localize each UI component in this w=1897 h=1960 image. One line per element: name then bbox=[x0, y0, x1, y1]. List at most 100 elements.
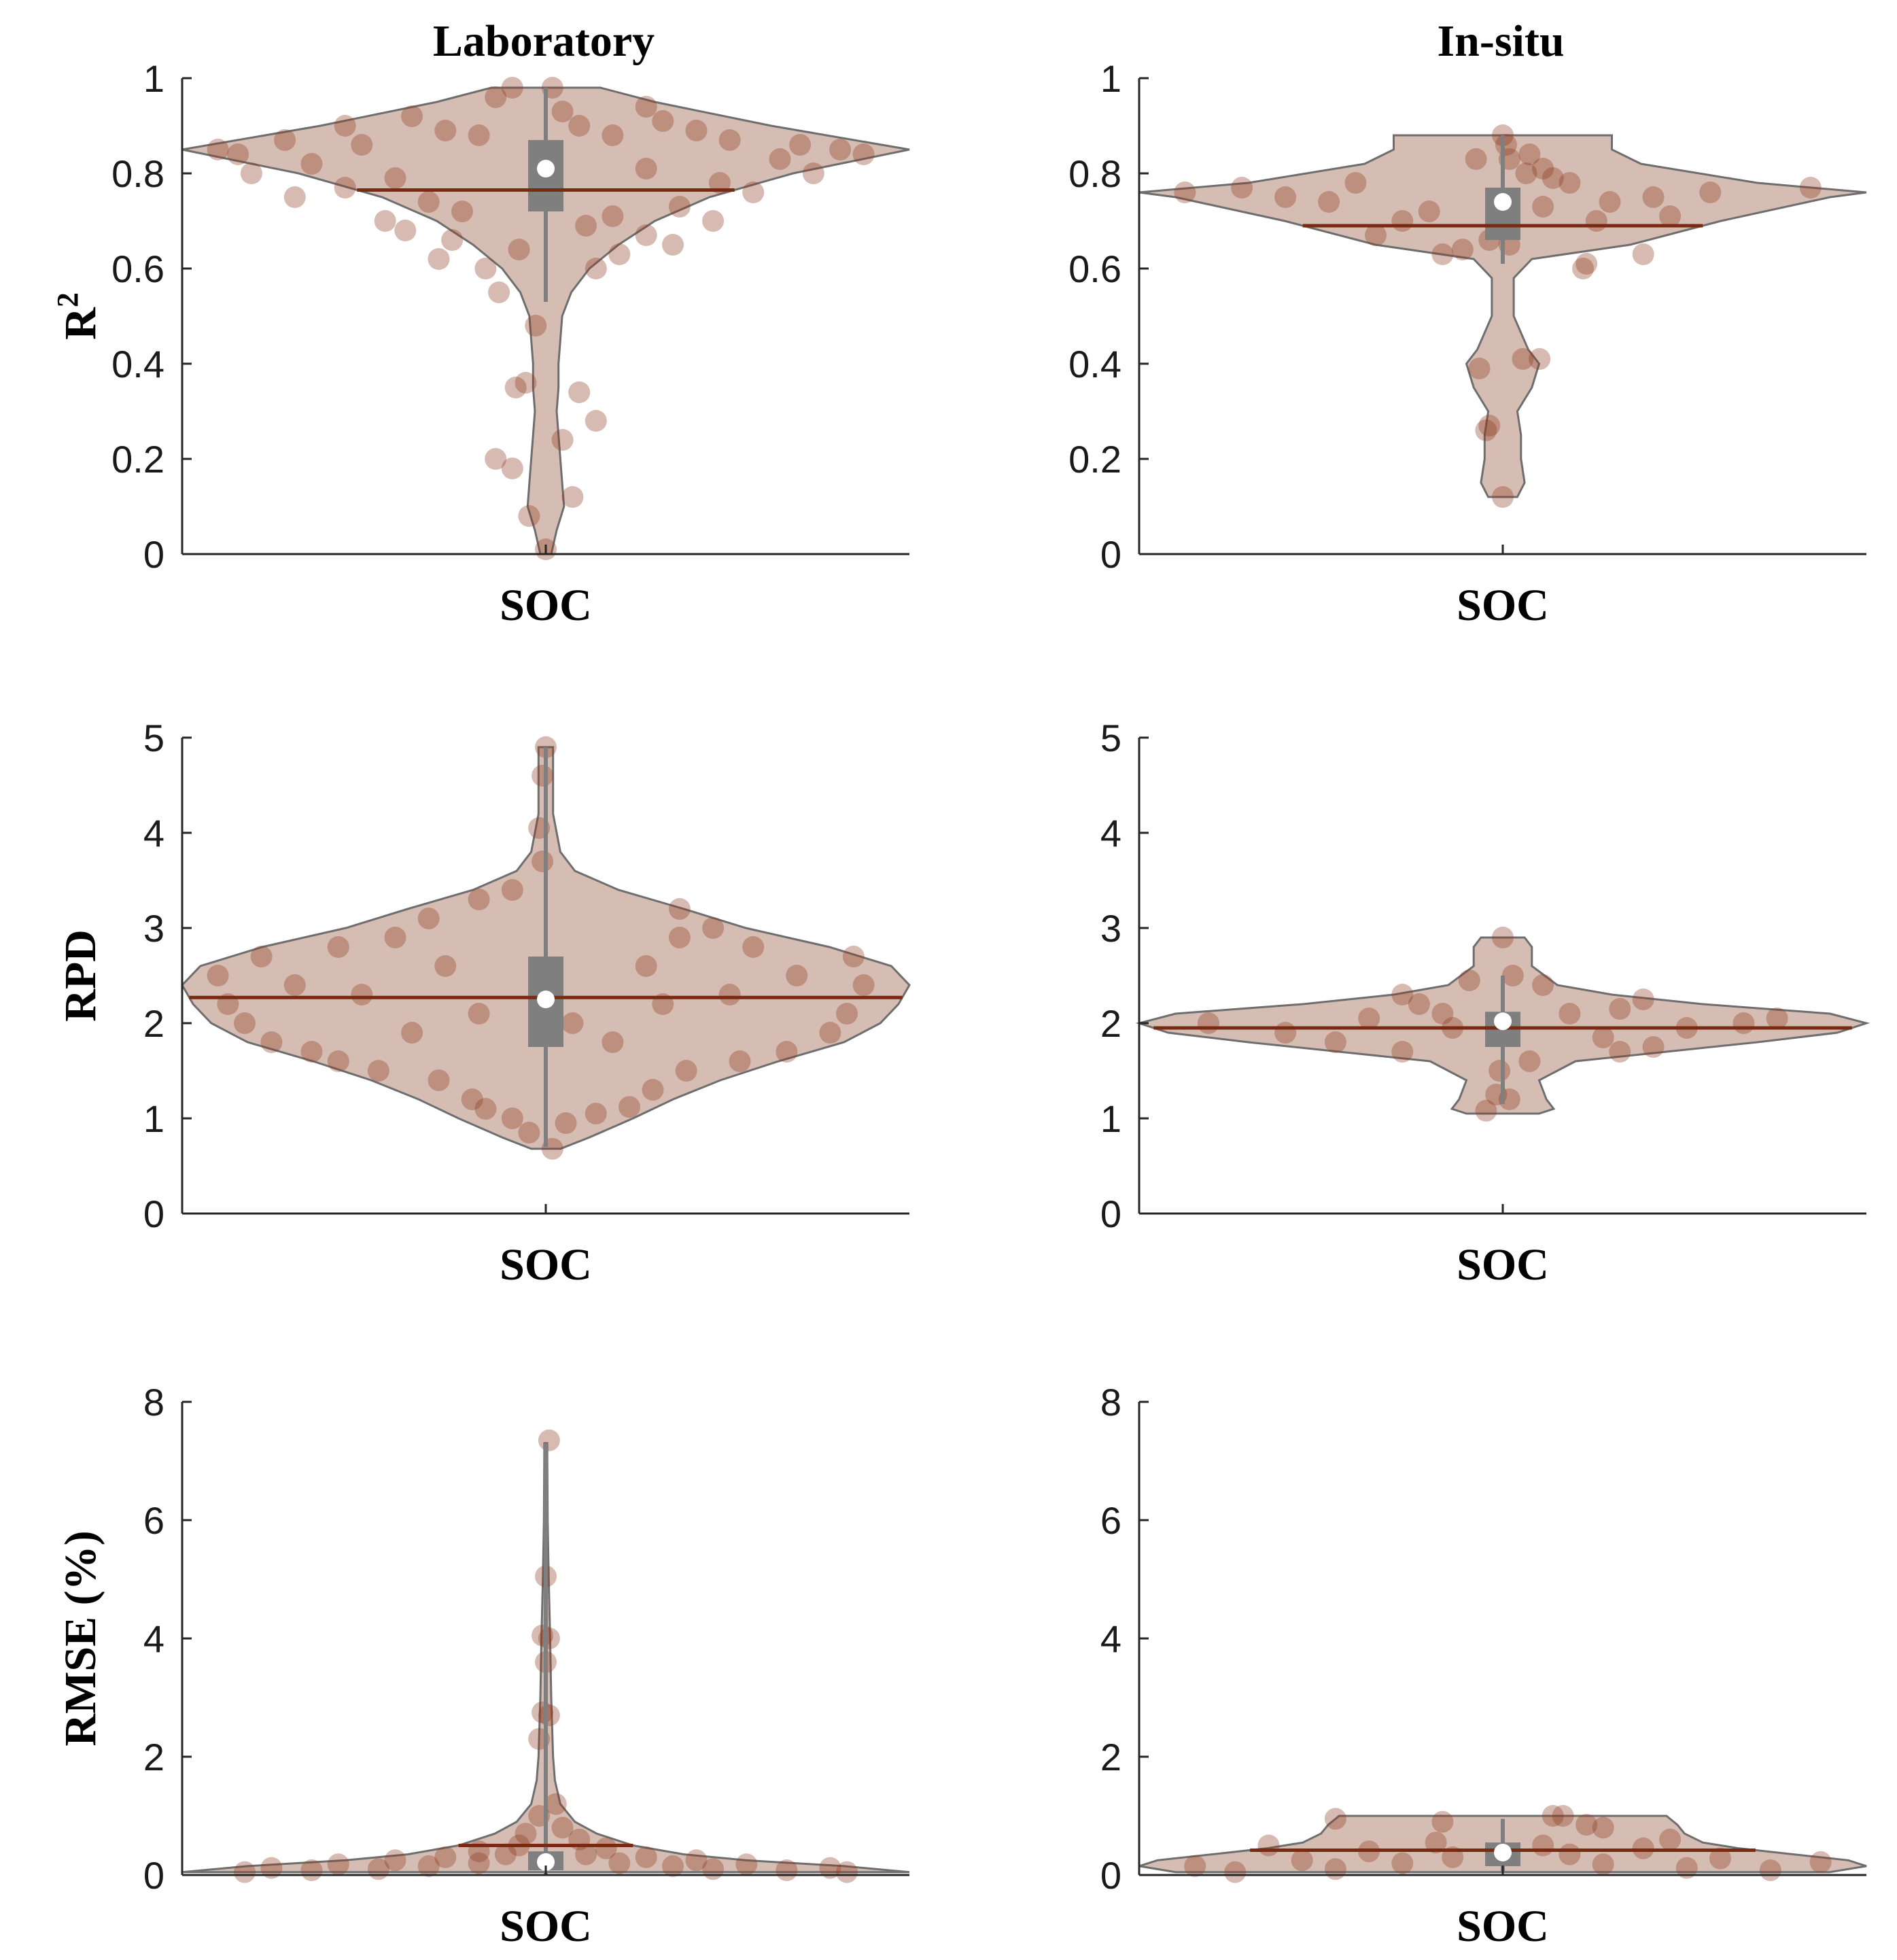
y-tick-label: 4 bbox=[1100, 812, 1121, 855]
data-point bbox=[515, 1823, 537, 1845]
data-point bbox=[1291, 1849, 1313, 1872]
data-point bbox=[417, 1855, 440, 1877]
data-point bbox=[635, 224, 657, 246]
data-point bbox=[1585, 210, 1607, 232]
data-point bbox=[635, 96, 657, 118]
data-point bbox=[1799, 177, 1822, 199]
data-point bbox=[485, 448, 507, 470]
x-axis-label: SOC bbox=[1457, 1902, 1549, 1951]
data-point bbox=[1632, 1837, 1654, 1859]
data-point bbox=[461, 1088, 483, 1110]
y-tick-label: 6 bbox=[1100, 1499, 1121, 1542]
chart-panel-insitu-r2: 0 0.2 0.4 0.6 0.8 1 SOC bbox=[1068, 57, 1867, 630]
data-point bbox=[602, 124, 624, 146]
data-point bbox=[1224, 1861, 1247, 1883]
data-point bbox=[786, 965, 808, 986]
data-point bbox=[1532, 974, 1554, 996]
data-point bbox=[538, 1628, 560, 1649]
y-tick-label: 4 bbox=[143, 812, 164, 855]
y-tick-label: 0.8 bbox=[111, 152, 164, 195]
data-point bbox=[240, 162, 262, 184]
data-point bbox=[1468, 358, 1491, 379]
data-point bbox=[1489, 1060, 1511, 1082]
chart-panel-insitu-rmse: 0 2 4 6 8 SOC bbox=[1100, 1381, 1867, 1951]
y-tick-label: 5 bbox=[1100, 717, 1121, 759]
data-point bbox=[544, 1793, 567, 1815]
data-point bbox=[434, 120, 457, 141]
data-point bbox=[1492, 486, 1514, 508]
data-point bbox=[1599, 191, 1621, 213]
data-point bbox=[1532, 196, 1554, 218]
y-tick-label: 4 bbox=[1100, 1617, 1121, 1660]
data-point bbox=[1609, 1041, 1631, 1063]
y-tick-label: 0 bbox=[1100, 1192, 1121, 1235]
data-point bbox=[819, 1857, 841, 1879]
data-point bbox=[1518, 143, 1541, 165]
data-point bbox=[1675, 1857, 1698, 1879]
data-point bbox=[1391, 1852, 1414, 1874]
data-point bbox=[384, 167, 406, 189]
data-point bbox=[829, 139, 852, 160]
data-point bbox=[260, 1031, 283, 1053]
data-point bbox=[351, 134, 373, 156]
column-title-laboratory: Laboratory bbox=[433, 16, 655, 66]
y-tick-label: 2 bbox=[1100, 1736, 1121, 1778]
data-point bbox=[283, 974, 306, 996]
data-point bbox=[685, 1849, 708, 1872]
chart-panel-lab-rmse: 0 2 4 6 8 SOC RMSE (%) bbox=[56, 1381, 910, 1951]
data-point bbox=[468, 1852, 490, 1874]
data-point bbox=[1572, 258, 1595, 279]
data-point bbox=[1174, 182, 1196, 203]
data-point bbox=[1478, 415, 1501, 436]
data-point bbox=[384, 1849, 406, 1872]
data-point bbox=[417, 908, 440, 929]
y-tick-label: 2 bbox=[143, 1002, 164, 1045]
x-axis-label: SOC bbox=[1457, 581, 1549, 630]
data-point bbox=[1184, 1855, 1206, 1877]
data-point bbox=[327, 936, 349, 958]
data-point bbox=[608, 243, 631, 265]
data-point bbox=[1324, 1858, 1346, 1880]
data-point bbox=[568, 381, 591, 403]
data-point bbox=[789, 134, 812, 156]
data-point bbox=[428, 248, 450, 270]
data-point bbox=[619, 1096, 640, 1118]
data-point bbox=[1465, 148, 1487, 170]
data-point bbox=[742, 182, 765, 203]
data-point bbox=[561, 486, 584, 508]
data-point bbox=[668, 196, 691, 218]
y-tick-label: 3 bbox=[143, 907, 164, 950]
data-point bbox=[1358, 1008, 1380, 1029]
data-point bbox=[1451, 239, 1474, 260]
data-point bbox=[735, 1853, 758, 1876]
median-marker bbox=[1494, 193, 1512, 211]
data-point bbox=[250, 946, 273, 967]
data-point bbox=[836, 1861, 858, 1883]
median-marker bbox=[537, 1853, 555, 1871]
y-tick-label: 3 bbox=[1100, 907, 1121, 950]
data-point bbox=[551, 429, 574, 451]
data-point bbox=[1431, 243, 1454, 265]
x-axis-label: SOC bbox=[500, 1902, 592, 1951]
data-point bbox=[742, 936, 765, 958]
data-point bbox=[585, 258, 607, 279]
data-point bbox=[668, 898, 691, 920]
data-point bbox=[802, 162, 824, 184]
data-point bbox=[227, 143, 249, 165]
data-point bbox=[508, 239, 530, 260]
data-point bbox=[1425, 1832, 1447, 1854]
data-point bbox=[1709, 1847, 1731, 1870]
median-marker bbox=[1494, 1012, 1512, 1031]
data-point bbox=[842, 946, 865, 967]
median-marker bbox=[537, 160, 555, 177]
data-point bbox=[501, 879, 523, 901]
data-point bbox=[1632, 988, 1654, 1010]
data-point bbox=[538, 1429, 560, 1451]
data-point bbox=[518, 1122, 540, 1144]
data-point bbox=[1475, 1099, 1497, 1122]
data-point bbox=[555, 1112, 577, 1134]
data-point bbox=[334, 115, 356, 137]
data-point bbox=[274, 129, 296, 151]
data-point bbox=[1632, 243, 1654, 265]
